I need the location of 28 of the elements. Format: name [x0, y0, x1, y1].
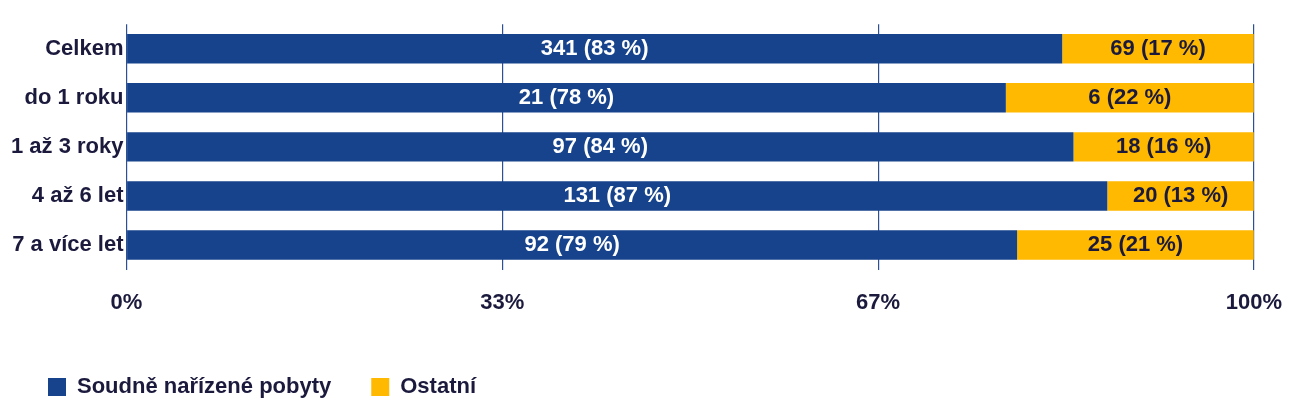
data-label: 131 (87 %)	[563, 182, 672, 208]
y-tick-label: do 1 roku	[24, 83, 124, 109]
data-label: 20 (13 %)	[1132, 182, 1229, 208]
data-label: 341 (83 %)	[540, 34, 649, 60]
data-label: 18 (16 %)	[1115, 132, 1212, 158]
bar	[127, 34, 1063, 64]
data-label: 6 (22 %)	[1088, 83, 1172, 109]
legend-label: Ostatní	[400, 373, 477, 399]
bar	[127, 132, 1074, 162]
y-tick-label: Celkem	[45, 34, 124, 60]
x-tick-label: 33%	[480, 288, 525, 314]
bar	[1005, 83, 1254, 113]
y-tick-label: 7 a více let	[12, 231, 125, 257]
data-label: 25 (21 %)	[1087, 231, 1184, 257]
bar	[1017, 230, 1254, 260]
data-label: 97 (84 %)	[552, 132, 648, 158]
data-label: 69 (17 %)	[1110, 34, 1206, 60]
x-tick-label: 67%	[856, 288, 901, 314]
legend-label: Soudně nařízené pobyty	[77, 373, 333, 399]
x-tick-label: 0%	[110, 288, 143, 314]
data-label: 92 (79 %)	[524, 231, 620, 257]
bar	[127, 83, 1006, 113]
data-label: 21 (78 %)	[518, 83, 615, 109]
bar	[127, 230, 1018, 260]
bar	[127, 181, 1108, 211]
y-tick-label: 4 až 6 let	[31, 182, 125, 208]
y-tick-label: 1 až 3 roky	[11, 132, 125, 158]
x-tick-label: 100%	[1225, 288, 1283, 314]
